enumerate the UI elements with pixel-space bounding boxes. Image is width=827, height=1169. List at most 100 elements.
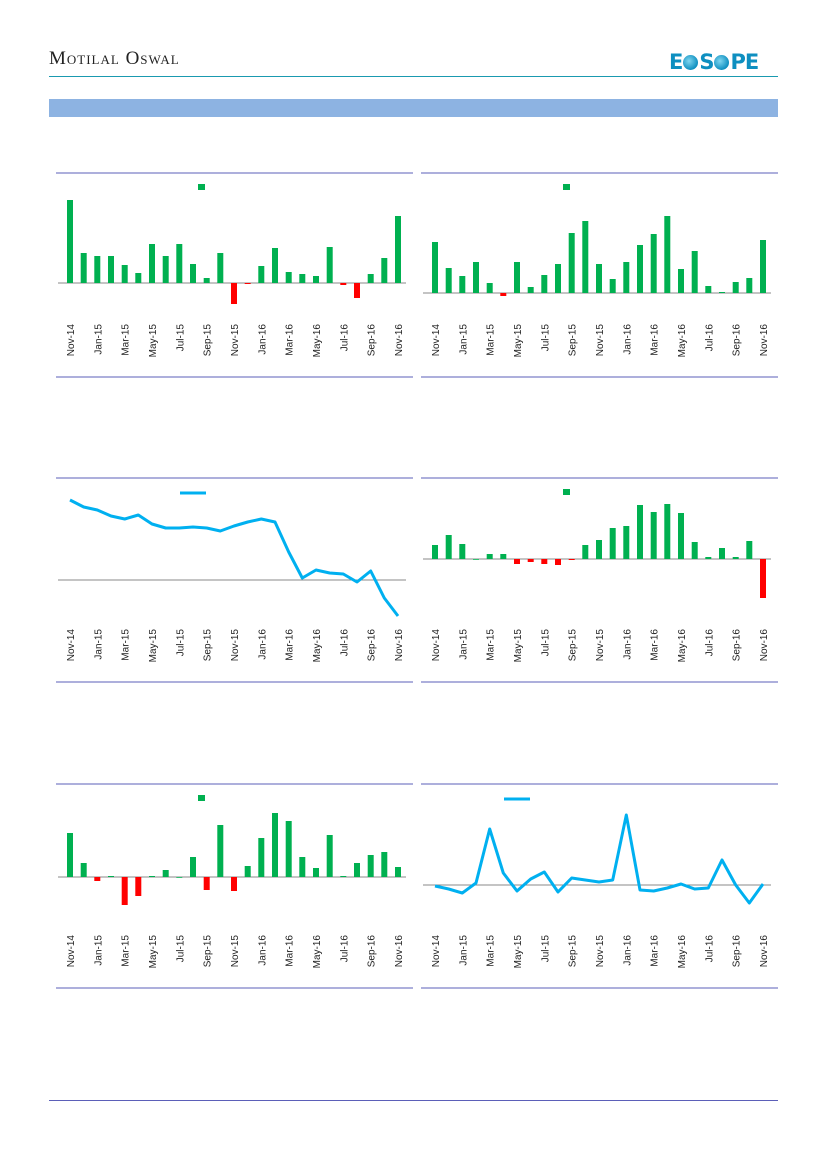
x-tick-label: Nov-16 [394, 629, 405, 662]
x-tick-label: Mar-15 [486, 935, 497, 967]
bar-Sep-16 [732, 557, 739, 559]
bar-Mar-15 [486, 554, 493, 559]
x-tick-label: Jan-15 [458, 935, 469, 966]
x-tick-label: Nov-14 [66, 935, 77, 968]
bar-Jul-15 [541, 275, 548, 293]
x-tick-label: May-15 [148, 935, 159, 969]
bar-Jul-15 [176, 877, 183, 878]
bar-Feb-16 [637, 245, 643, 293]
bar-Nov-14 [432, 242, 438, 293]
x-tick-label: Nov-14 [431, 935, 442, 968]
bar-Jun-15 [527, 559, 534, 562]
bar-Dec-14 [80, 253, 87, 283]
bar-Nov-15 [596, 540, 602, 559]
legend-marker [198, 795, 205, 801]
x-tick-label: Nov-15 [230, 935, 241, 968]
x-tick-label: May-15 [148, 629, 159, 663]
bar-Mar-16 [285, 272, 292, 283]
x-tick-label: Nov-15 [595, 935, 606, 968]
x-tick-label: Nov-16 [759, 324, 770, 357]
x-tick-label: Jul-15 [540, 629, 551, 657]
bar-Nov-15 [231, 877, 237, 891]
bar-May-16 [678, 269, 684, 293]
bar-Dec-15 [609, 279, 616, 293]
bar-Jan-16 [258, 266, 265, 283]
bar-Dec-14 [445, 268, 452, 293]
x-tick-label: Sep-16 [732, 629, 743, 662]
x-tick-label: Jan-16 [622, 935, 633, 966]
x-tick-label: Mar-16 [650, 324, 661, 356]
bar-Sep-16 [732, 282, 739, 293]
x-tick-label: Mar-15 [486, 324, 497, 356]
bar-Nov-14 [67, 200, 73, 283]
bar-Sep-15 [568, 559, 575, 560]
bar-Jun-16 [326, 835, 333, 877]
x-tick-label: Jan-16 [257, 935, 268, 966]
x-tick-label: May-16 [312, 324, 323, 358]
x-tick-label: Jul-16 [704, 629, 715, 657]
bar-Apr-15 [135, 877, 142, 896]
x-tick-label: Sep-16 [732, 324, 743, 357]
bar-May-16 [678, 513, 684, 559]
x-tick-label: May-15 [513, 935, 524, 969]
bar-Jul-16 [340, 876, 347, 877]
bar-Feb-15 [108, 256, 114, 283]
x-tick-label: Mar-15 [121, 935, 132, 967]
bar-Nov-15 [231, 283, 237, 304]
x-tick-label: May-15 [148, 324, 159, 358]
bar-Jun-16 [326, 247, 333, 283]
bar-Feb-15 [473, 262, 479, 293]
bar-Jan-16 [623, 262, 630, 293]
chart-3: Nov-14 Jan-15 Mar-15 May-15 Jul-15 Sep-15 Nov-… [56, 477, 413, 683]
x-tick-label: Jan-15 [93, 629, 104, 660]
bar-May-16 [313, 276, 319, 283]
x-tick-label: Nov-16 [394, 324, 405, 357]
x-tick-label: Mar-16 [650, 935, 661, 967]
x-tick-label: May-16 [677, 629, 688, 663]
x-tick-label: Nov-14 [431, 324, 442, 357]
bar-May-15 [149, 244, 155, 283]
bar-Sep-15 [203, 877, 210, 890]
bar-Apr-15 [500, 554, 507, 559]
bar-Sep-16 [367, 855, 374, 877]
x-tick-label: Sep-16 [367, 324, 378, 357]
x-tick-label: Sep-15 [568, 629, 579, 662]
x-tick-label: May-16 [312, 935, 323, 969]
chart-2: Nov-14 Jan-15 Mar-15 May-15 Jul-15 Sep-15 Nov-… [421, 172, 778, 378]
bar-Sep-15 [568, 233, 575, 293]
bar-Aug-16 [719, 548, 725, 559]
x-tick-label: May-16 [312, 629, 323, 663]
bar-Dec-15 [609, 528, 616, 559]
footer-divider [49, 1100, 778, 1101]
bar-Sep-16 [367, 274, 374, 283]
bar-Mar-15 [486, 283, 493, 293]
bar-Oct-15 [217, 253, 224, 283]
x-tick-label: Jul-15 [540, 935, 551, 963]
x-tick-label: May-15 [513, 629, 524, 663]
x-tick-label: May-15 [513, 324, 524, 358]
x-tick-label: Jan-15 [458, 324, 469, 355]
bar-Mar-16 [285, 821, 292, 877]
x-tick-label: Jul-16 [339, 935, 350, 963]
x-tick-label: Mar-15 [486, 629, 497, 661]
section-banner [49, 99, 778, 117]
chart-1: Nov-14 Jan-15 Mar-15 May-15 Jul-15 Sep-15 Nov-… [56, 172, 413, 378]
x-tick-label: Jul-16 [704, 935, 715, 963]
x-tick-label: Nov-15 [230, 324, 241, 357]
x-tick-label: Mar-16 [650, 629, 661, 661]
x-tick-label: Mar-16 [285, 935, 296, 967]
chart-svg: Nov-14 Jan-15 Mar-15 May-15 Jul-15 Sep-15 Nov-… [56, 172, 413, 378]
bar-May-15 [514, 559, 520, 564]
bar-Jan-15 [94, 256, 101, 283]
bar-Apr-16 [664, 216, 671, 293]
bar-Nov-14 [67, 833, 73, 877]
bar-Nov-16 [760, 240, 766, 293]
x-tick-label: Jul-15 [540, 324, 551, 352]
bar-Nov-16 [395, 216, 401, 283]
chart-svg: Nov-14 Jan-15 Mar-15 May-15 Jul-15 Sep-15 Nov-… [56, 477, 413, 683]
x-tick-label: May-16 [677, 935, 688, 969]
bar-Aug-15 [555, 264, 561, 293]
bar-Jun-15 [162, 256, 169, 283]
legend-marker [563, 489, 570, 495]
bar-May-16 [313, 868, 319, 877]
